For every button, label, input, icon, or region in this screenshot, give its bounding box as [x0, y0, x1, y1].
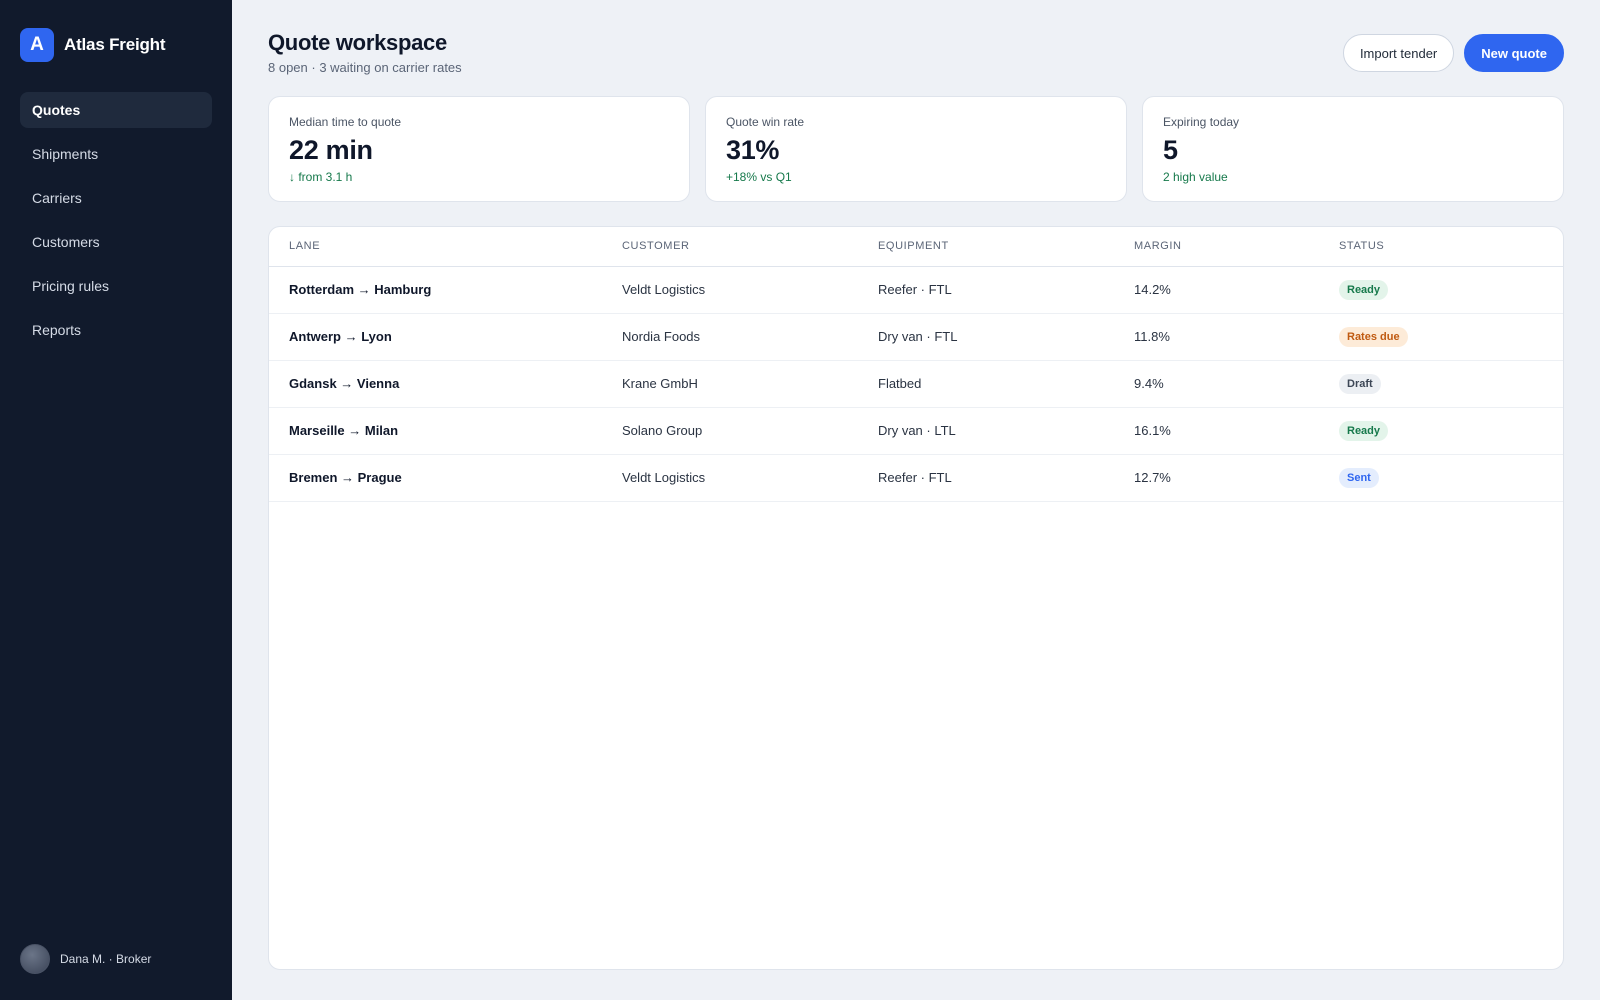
user-label: Dana M. · Broker [60, 952, 152, 966]
stats-row: Median time to quote 22 min ↓ from 3.1 h… [268, 96, 1564, 202]
status-badge: Ready [1339, 420, 1389, 441]
status-badge: Ready [1339, 279, 1389, 300]
cell-customer: Veldt Logistics [602, 454, 858, 502]
stat-value: 5 [1163, 135, 1178, 165]
cell-lane: Rotterdam → Hamburg [269, 266, 602, 314]
stat-value: 31% [726, 135, 780, 165]
stat-value: 22 min [289, 135, 373, 165]
user-profile[interactable]: Dana M. · Broker [20, 944, 151, 974]
column-header-customer[interactable]: CUSTOMER [602, 227, 858, 267]
sidebar-item-reports[interactable]: Reports [20, 312, 212, 348]
cell-status: Ready [1319, 266, 1563, 314]
stat-card-expiring-today: Expiring today 5 2 high value [1142, 96, 1564, 202]
status-badge: Draft [1339, 373, 1381, 394]
cell-equipment: Dry van · FTL [858, 313, 1114, 361]
sidebar-item-pricing-rules[interactable]: Pricing rules [20, 268, 212, 304]
cell-margin: 16.1% [1114, 407, 1319, 455]
cell-customer: Nordia Foods [602, 313, 858, 361]
table-row[interactable]: Gdansk → Vienna Krane GmbH Flatbed 9.4% … [269, 360, 1563, 408]
column-header-equipment[interactable]: EQUIPMENT [858, 227, 1114, 267]
sidebar-item-label: Pricing rules [32, 278, 110, 294]
column-header-lane[interactable]: LANE [269, 227, 602, 267]
brand-name: Atlas Freight [64, 35, 166, 54]
avatar [20, 944, 50, 974]
header-actions: Import tender New quote [1342, 34, 1564, 72]
import-tender-button[interactable]: Import tender [1342, 34, 1455, 72]
page-subtitle: 8 open · 3 waiting on carrier rates [268, 60, 462, 75]
cell-lane: Antwerp → Lyon [269, 313, 602, 361]
sidebar: A Atlas Freight Quotes Shipments Carrier… [0, 0, 232, 1000]
main-content: Quote workspace 8 open · 3 waiting on ca… [232, 0, 1600, 1000]
cell-status: Draft [1319, 360, 1563, 408]
cell-lane: Gdansk → Vienna [269, 360, 602, 408]
sidebar-item-label: Quotes [32, 102, 81, 118]
quotes-table-card: LANE CUSTOMER EQUIPMENT MARGIN STATUS Ro… [268, 226, 1564, 970]
new-quote-button[interactable]: New quote [1464, 34, 1564, 72]
cell-status: Sent [1319, 454, 1563, 502]
stat-label: Expiring today [1163, 115, 1240, 129]
cell-status: Ready [1319, 407, 1563, 455]
sidebar-item-label: Reports [32, 322, 82, 338]
sidebar-item-carriers[interactable]: Carriers [20, 180, 212, 216]
page-title: Quote workspace [268, 30, 447, 55]
quotes-table: LANE CUSTOMER EQUIPMENT MARGIN STATUS Ro… [269, 227, 1563, 502]
status-badge: Sent [1339, 467, 1379, 488]
cell-customer: Solano Group [602, 407, 858, 455]
brand-logo-icon: A [20, 28, 54, 62]
table-header-row: LANE CUSTOMER EQUIPMENT MARGIN STATUS [269, 227, 1563, 267]
cell-margin: 9.4% [1114, 360, 1319, 408]
sidebar-item-label: Customers [32, 234, 100, 250]
stat-card-win-rate: Quote win rate 31% +18% vs Q1 [705, 96, 1127, 202]
table-row[interactable]: Marseille → Milan Solano Group Dry van ·… [269, 407, 1563, 455]
sidebar-item-label: Carriers [32, 190, 82, 206]
cell-customer: Krane GmbH [602, 360, 858, 408]
stat-label: Quote win rate [726, 115, 805, 129]
cell-margin: 12.7% [1114, 454, 1319, 502]
cell-customer: Veldt Logistics [602, 266, 858, 314]
stat-delta: 2 high value [1163, 170, 1228, 184]
brand[interactable]: A Atlas Freight [20, 28, 212, 62]
stat-card-median-time: Median time to quote 22 min ↓ from 3.1 h [268, 96, 690, 202]
sidebar-item-label: Shipments [32, 146, 99, 162]
sidebar-nav: Quotes Shipments Carriers Customers Pric… [20, 92, 212, 348]
cell-margin: 14.2% [1114, 266, 1319, 314]
cell-equipment: Flatbed [858, 360, 1114, 408]
cell-lane: Bremen → Prague [269, 454, 602, 502]
page-header: Quote workspace 8 open · 3 waiting on ca… [268, 30, 1564, 96]
cell-equipment: Reefer · FTL [858, 266, 1114, 314]
cell-lane: Marseille → Milan [269, 407, 602, 455]
stat-delta: +18% vs Q1 [726, 170, 792, 184]
table-row[interactable]: Bremen → Prague Veldt Logistics Reefer ·… [269, 454, 1563, 502]
column-header-status[interactable]: STATUS [1319, 227, 1563, 267]
sidebar-item-quotes[interactable]: Quotes [20, 92, 212, 128]
cell-status: Rates due [1319, 313, 1563, 361]
cell-equipment: Dry van · LTL [858, 407, 1114, 455]
sidebar-item-shipments[interactable]: Shipments [20, 136, 212, 172]
column-header-margin[interactable]: MARGIN [1114, 227, 1319, 267]
table-row[interactable]: Antwerp → Lyon Nordia Foods Dry van · FT… [269, 313, 1563, 361]
stat-delta: ↓ from 3.1 h [289, 170, 353, 184]
cell-margin: 11.8% [1114, 313, 1319, 361]
stat-label: Median time to quote [289, 115, 402, 129]
table-row[interactable]: Rotterdam → Hamburg Veldt Logistics Reef… [269, 266, 1563, 314]
cell-equipment: Reefer · FTL [858, 454, 1114, 502]
sidebar-item-customers[interactable]: Customers [20, 224, 212, 260]
status-badge: Rates due [1339, 326, 1408, 347]
